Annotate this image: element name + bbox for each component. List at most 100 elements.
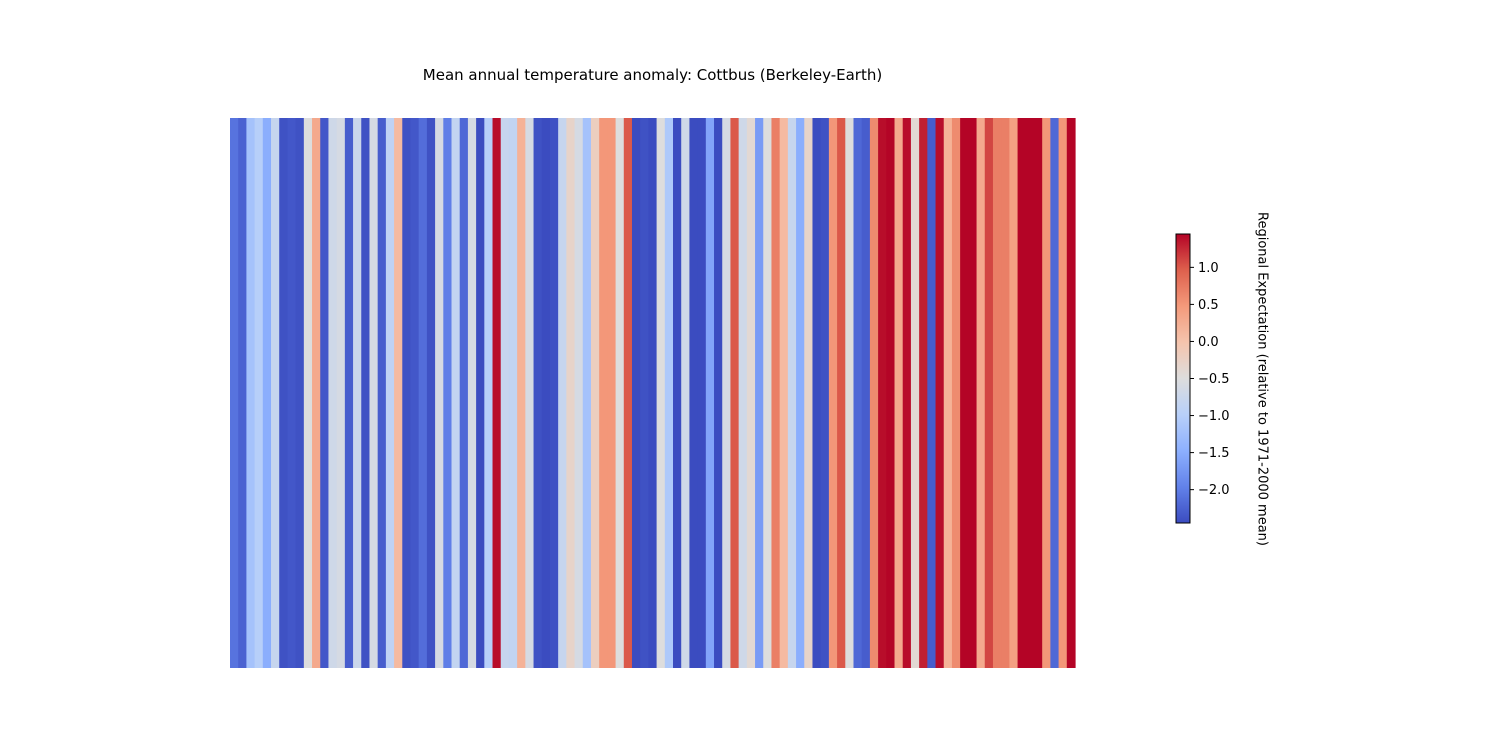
stripe bbox=[271, 118, 280, 668]
stripe bbox=[508, 118, 518, 668]
stripe bbox=[935, 118, 945, 668]
stripe bbox=[541, 118, 551, 668]
chart-title: Mean annual temperature anomaly: Cottbus… bbox=[422, 66, 883, 84]
stripe bbox=[410, 118, 420, 668]
stripe bbox=[599, 118, 608, 668]
colorbar-tick-label: −1.5 bbox=[1198, 446, 1230, 461]
stripe bbox=[984, 118, 994, 668]
stripe bbox=[1009, 118, 1019, 668]
stripe bbox=[804, 118, 814, 668]
stripe bbox=[279, 118, 289, 668]
stripe bbox=[648, 118, 658, 668]
stripe bbox=[869, 118, 879, 668]
stripe bbox=[353, 118, 362, 668]
stripe bbox=[254, 118, 264, 668]
stripe bbox=[402, 118, 412, 668]
stripe bbox=[722, 118, 732, 668]
stripe bbox=[1033, 118, 1043, 668]
stripe bbox=[837, 118, 846, 668]
stripe bbox=[566, 118, 576, 668]
stripe bbox=[533, 118, 543, 668]
stripe bbox=[738, 118, 748, 668]
stripe bbox=[919, 118, 928, 668]
stripe bbox=[377, 118, 387, 668]
stripe bbox=[1042, 118, 1051, 668]
stripe bbox=[517, 118, 526, 668]
stripe bbox=[960, 118, 969, 668]
stripe bbox=[1001, 118, 1010, 668]
stripe bbox=[344, 118, 354, 668]
stripe bbox=[459, 118, 469, 668]
stripe bbox=[443, 118, 453, 668]
stripe bbox=[451, 118, 461, 668]
stripe bbox=[336, 118, 346, 668]
stripe bbox=[656, 118, 666, 668]
stripe bbox=[968, 118, 978, 668]
stripe bbox=[878, 118, 887, 668]
colorbar-tick-label: −1.0 bbox=[1198, 409, 1230, 424]
stripe bbox=[1066, 118, 1076, 668]
stripe bbox=[1050, 118, 1060, 668]
stripe bbox=[1025, 118, 1035, 668]
stripe bbox=[361, 118, 371, 668]
stripe bbox=[394, 118, 403, 668]
colorbar-label: Regional Expectation (relative to 1971-2… bbox=[1254, 212, 1270, 546]
colorbar-ticks: 1.0 0.5 0.0 −0.5 −1.0 −1.5 −2.0 bbox=[1190, 261, 1230, 498]
stripe bbox=[779, 118, 789, 668]
stripe bbox=[385, 118, 395, 668]
stripe bbox=[689, 118, 699, 668]
stripe bbox=[714, 118, 723, 668]
stripe bbox=[894, 118, 904, 668]
stripe bbox=[238, 118, 248, 668]
stripe bbox=[640, 118, 649, 668]
stripe bbox=[369, 118, 379, 668]
colorbar-tick-label: 0.0 bbox=[1198, 335, 1219, 350]
stripe bbox=[681, 118, 691, 668]
stripe bbox=[755, 118, 764, 668]
stripe bbox=[951, 118, 961, 668]
stripe bbox=[861, 118, 871, 668]
stripe bbox=[230, 118, 239, 668]
stripe bbox=[763, 118, 773, 668]
stripe bbox=[705, 118, 715, 668]
stripe bbox=[525, 118, 535, 668]
stripes-group bbox=[230, 118, 1076, 668]
stripe bbox=[607, 118, 617, 668]
stripe bbox=[303, 118, 313, 668]
stripe bbox=[910, 118, 920, 668]
stripe bbox=[771, 118, 781, 668]
stripe bbox=[558, 118, 567, 668]
stripe bbox=[435, 118, 444, 668]
stripe bbox=[246, 118, 256, 668]
stripe bbox=[664, 118, 674, 668]
colorbar: 1.0 0.5 0.0 −0.5 −1.0 −1.5 −2.0 bbox=[1175, 233, 1230, 524]
stripe bbox=[820, 118, 830, 668]
stripe bbox=[574, 118, 584, 668]
stripe bbox=[787, 118, 797, 668]
colorbar-tick-label: 0.5 bbox=[1198, 298, 1219, 313]
colorbar-tick-label: 1.0 bbox=[1198, 261, 1219, 276]
stripe bbox=[615, 118, 625, 668]
stripe bbox=[262, 118, 272, 668]
stripe bbox=[1017, 118, 1027, 668]
colorbar-gradient bbox=[1175, 233, 1191, 524]
stripe bbox=[328, 118, 338, 668]
stripe bbox=[418, 118, 428, 668]
stripe bbox=[796, 118, 805, 668]
stripe bbox=[320, 118, 330, 668]
colorbar-tick-label: −2.0 bbox=[1198, 483, 1230, 498]
stripe bbox=[582, 118, 592, 668]
stripe bbox=[746, 118, 756, 668]
stripe bbox=[312, 118, 321, 668]
stripe bbox=[927, 118, 937, 668]
stripe bbox=[467, 118, 477, 668]
stripe bbox=[943, 118, 953, 668]
stripe bbox=[295, 118, 305, 668]
stripe bbox=[697, 118, 707, 668]
stripe bbox=[730, 118, 740, 668]
stripe bbox=[812, 118, 822, 668]
stripe bbox=[287, 118, 297, 668]
stripe bbox=[476, 118, 485, 668]
